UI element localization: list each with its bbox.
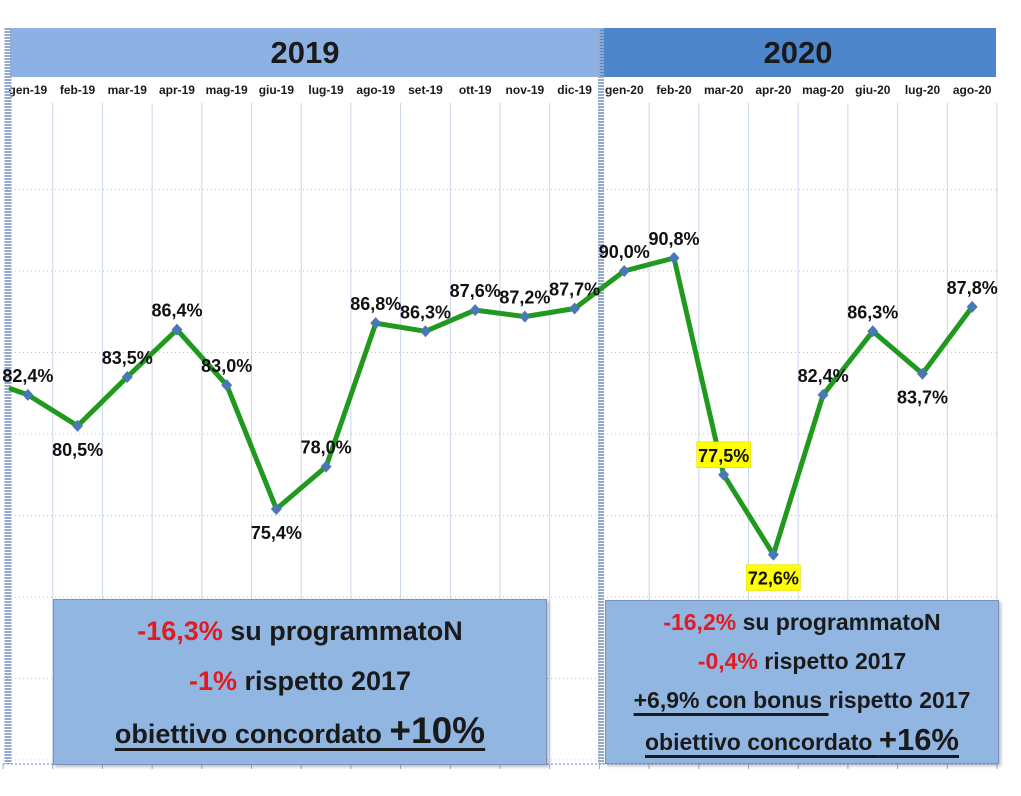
year-band-2020: 2020: [600, 28, 996, 77]
data-point-label: 83,7%: [897, 388, 948, 408]
summary-segment: obiettivo concordato: [645, 728, 879, 755]
month-label: mag-20: [802, 83, 845, 97]
month-label: lug-19: [308, 83, 344, 97]
summary-segment: +6,9% con bonus: [633, 686, 829, 713]
month-label: gen-19: [8, 83, 48, 97]
data-point-marker: [718, 468, 730, 481]
summary-segment: +10%: [389, 709, 486, 751]
month-label: mar-19: [107, 83, 147, 97]
month-label: dic-19: [557, 83, 592, 97]
data-point-label: 86,3%: [847, 302, 898, 322]
data-point-marker: [72, 419, 84, 432]
summary-line: -16,2% su programmatoN: [663, 603, 940, 642]
summary-segment: -16,2%: [663, 608, 737, 635]
data-point-label: 78,0%: [301, 438, 352, 458]
month-label: giu-20: [855, 83, 891, 97]
summary-segment: -16,3%: [137, 615, 223, 646]
data-point-label: 90,0%: [599, 242, 650, 262]
summary-box-2019: -16,3% su programmatoN -1% rispetto 2017 o…: [53, 599, 547, 765]
data-point-marker: [867, 325, 879, 338]
summary-segment: rispetto 2017: [757, 647, 907, 674]
data-point-marker: [270, 502, 282, 515]
month-label: mar-20: [704, 83, 744, 97]
summary-segment: -0,4%: [697, 647, 758, 674]
data-point-label: 86,4%: [151, 301, 202, 321]
data-point-label: 86,3%: [400, 302, 451, 322]
summary-segment: +16%: [878, 721, 959, 757]
data-point-marker: [569, 302, 581, 315]
summary-line: -1% rispetto 2017: [189, 656, 411, 706]
summary-line: -0,4% rispetto 2017: [698, 642, 906, 681]
data-point-marker: [817, 388, 829, 401]
summary-line: -16,3% su programmatoN: [137, 606, 463, 656]
data-point-label: 82,4%: [2, 366, 53, 386]
month-label: apr-20: [755, 83, 792, 97]
data-point-marker: [767, 548, 779, 561]
data-point-label: 82,4%: [798, 366, 849, 386]
data-point-marker: [22, 388, 34, 401]
month-label: set-19: [408, 83, 443, 97]
summary-segment: -1%: [188, 665, 237, 696]
year-label-2020: 2020: [763, 34, 833, 70]
data-point-label: 77,5%: [698, 446, 749, 466]
month-label: feb-20: [656, 83, 692, 97]
data-point-marker: [121, 370, 133, 383]
data-point-label: 87,6%: [450, 281, 501, 301]
data-point-marker: [469, 304, 481, 317]
month-axis-row: gen-19 feb-19 mar-19 apr-19 mag-19 giu-19 lug-…: [3, 77, 997, 103]
data-point-label: 86,8%: [350, 294, 401, 314]
data-point-marker: [320, 460, 332, 473]
data-point-label: 83,0%: [201, 356, 252, 376]
data-point-label: 72,6%: [748, 569, 799, 589]
month-label: apr-19: [158, 83, 195, 97]
data-point-label: 87,8%: [947, 278, 998, 298]
data-point-marker: [966, 300, 978, 313]
summary-segment: rispetto 2017: [828, 686, 971, 713]
summary-line: obiettivo concordato +16%: [645, 720, 959, 762]
data-point-marker: [370, 317, 382, 330]
summary-box-2020: -16,2% su programmatoN -0,4% rispetto 201…: [605, 600, 999, 764]
month-label: ago-20: [952, 83, 992, 97]
month-label: feb-19: [59, 83, 96, 97]
data-point-marker: [668, 251, 680, 264]
data-point-marker: [618, 265, 630, 277]
data-point-marker: [221, 379, 233, 392]
year-label-2019: 2019: [270, 34, 340, 70]
data-point-label: 83,5%: [102, 348, 153, 368]
month-label: gen-20: [604, 83, 644, 97]
month-label: nov-19: [505, 83, 545, 97]
summary-line: +6,9% con bonus rispetto 2017: [634, 681, 971, 720]
data-point-marker: [916, 367, 928, 380]
highlight-label-bg: [696, 441, 751, 469]
month-label: giu-19: [258, 83, 295, 97]
data-point-marker: [519, 310, 531, 323]
summary-segment: su programmatoN: [222, 615, 463, 646]
summary-line: obiettivo concordato +10%: [115, 706, 485, 759]
data-point-label: 75,4%: [251, 523, 302, 543]
data-point-marker: [419, 325, 431, 338]
year-band-2019: 2019: [10, 28, 600, 77]
month-label: ago-19: [356, 83, 396, 97]
month-label: lug-20: [904, 83, 941, 97]
data-point-label: 87,7%: [549, 280, 600, 300]
highlight-label-bg: [746, 564, 801, 591]
summary-segment: rispetto 2017: [236, 665, 412, 696]
month-label: ott-19: [458, 83, 492, 97]
summary-segment: obiettivo concordato: [114, 718, 390, 749]
data-point-label: 90,8%: [648, 229, 699, 249]
data-point-marker: [171, 323, 183, 336]
month-label: mag-19: [205, 83, 248, 97]
data-point-label: 87,2%: [499, 288, 550, 308]
summary-segment: su programmatoN: [736, 608, 941, 635]
data-point-label: 80,5%: [52, 440, 103, 460]
